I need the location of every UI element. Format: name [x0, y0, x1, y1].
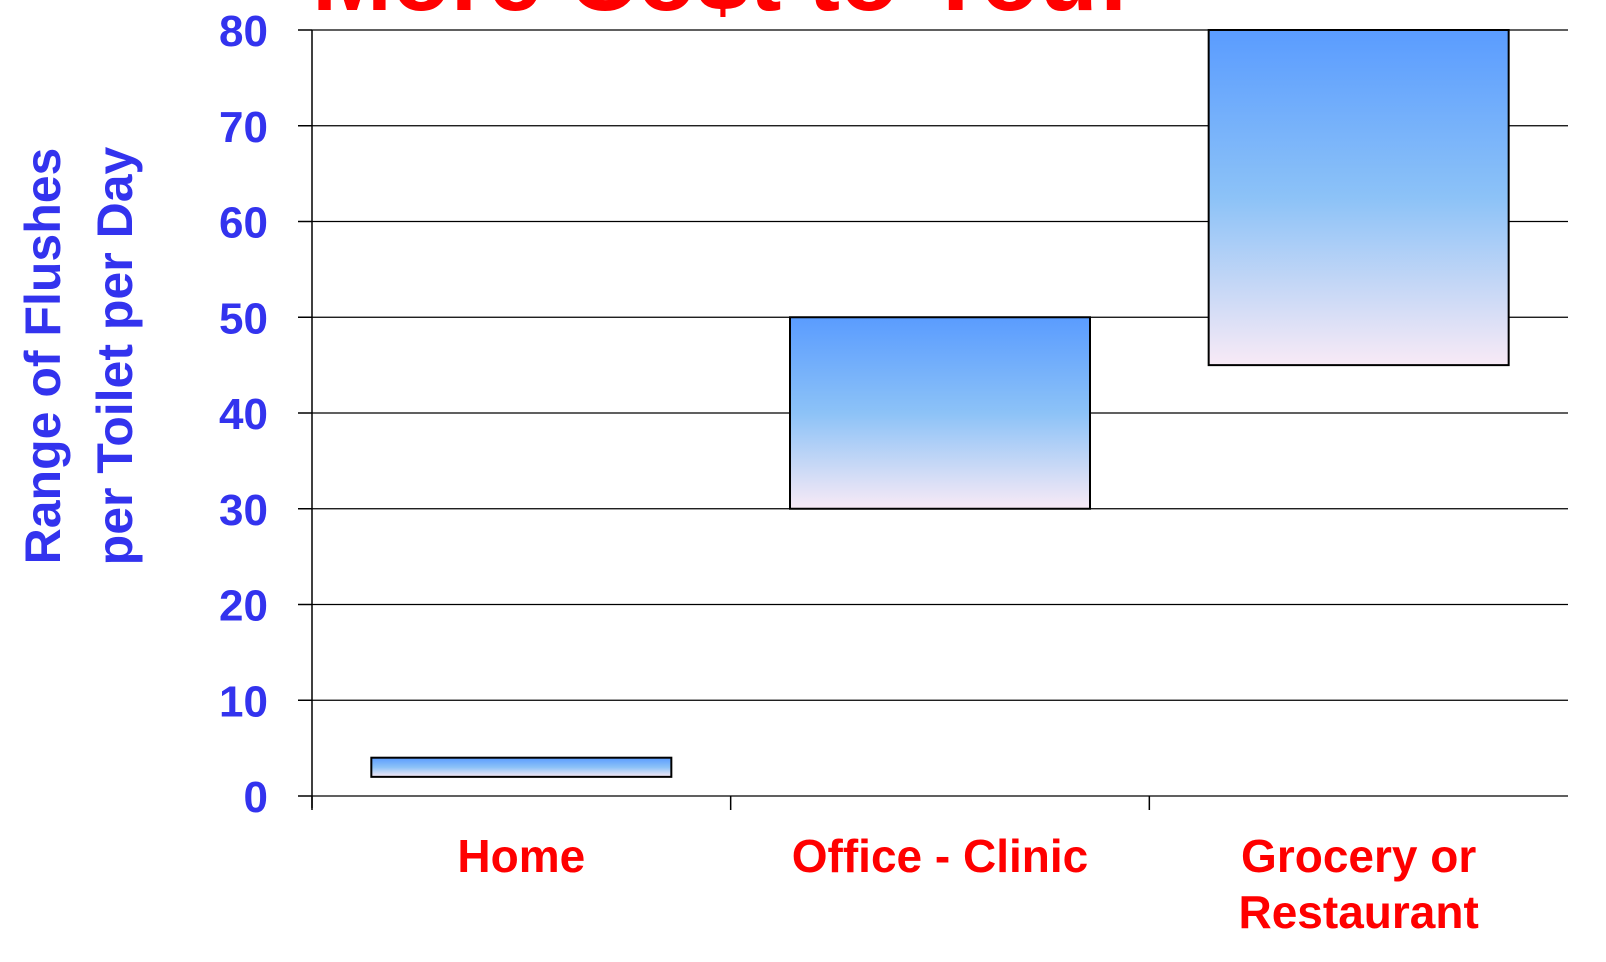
y-axis-label: Range of Flushes per Toilet per Day [15, 147, 143, 566]
x-tick-label: Home [457, 830, 586, 882]
y-tick-label: 30 [219, 486, 268, 535]
y-tick-label: 0 [244, 773, 268, 822]
y-tick-label: 60 [219, 199, 268, 248]
y-tick-label: 40 [219, 390, 268, 439]
bar [1207, 29, 1510, 367]
y-axis-label-line: per Toilet per Day [87, 147, 143, 566]
y-tick-label: 50 [219, 294, 268, 343]
y-tick-label: 20 [219, 582, 268, 631]
y-axis-label-line: Range of Flushes [15, 148, 71, 565]
x-tick-label: Office - Clinic [791, 830, 1089, 882]
x-tick-label: Grocery or Restaurant [1238, 830, 1479, 938]
y-tick-label: 10 [219, 677, 268, 726]
chart-title: More Co$t to You! [312, 0, 1130, 31]
y-tick-label: 80 [219, 7, 268, 56]
bar [370, 756, 673, 778]
bar [789, 316, 1091, 510]
y-tick-label: 70 [219, 103, 268, 152]
